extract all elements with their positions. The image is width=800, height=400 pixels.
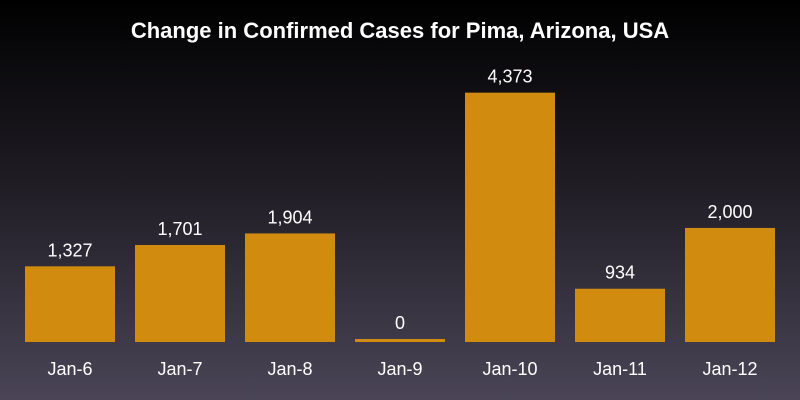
x-tick-label: Jan-8 (267, 359, 312, 379)
value-label: 4,373 (487, 67, 532, 87)
x-tick-label: Jan-6 (47, 359, 92, 379)
value-label: 1,904 (267, 207, 312, 227)
value-label: 934 (605, 263, 635, 283)
bar-jan-12 (685, 227, 775, 342)
x-tick-label: Jan-11 (593, 359, 647, 379)
x-tick-label: Jan-9 (377, 359, 422, 379)
bar-jan-10 (465, 92, 555, 342)
value-label: 2,000 (707, 202, 752, 222)
bar-jan-8 (245, 233, 335, 342)
value-label: 0 (395, 313, 405, 333)
bar-jan-6 (25, 266, 115, 342)
bar-jan-7 (135, 245, 225, 342)
x-tick-label: Jan-10 (482, 359, 537, 379)
bar-jan-11 (575, 288, 665, 342)
bar-jan-9 (355, 339, 445, 342)
value-label: 1,701 (157, 219, 202, 239)
x-tick-label: Jan-7 (157, 359, 202, 379)
x-tick-label: Jan-12 (702, 359, 757, 379)
value-label: 1,327 (47, 240, 92, 260)
chart-title: Change in Confirmed Cases for Pima, Ariz… (130, 18, 670, 43)
